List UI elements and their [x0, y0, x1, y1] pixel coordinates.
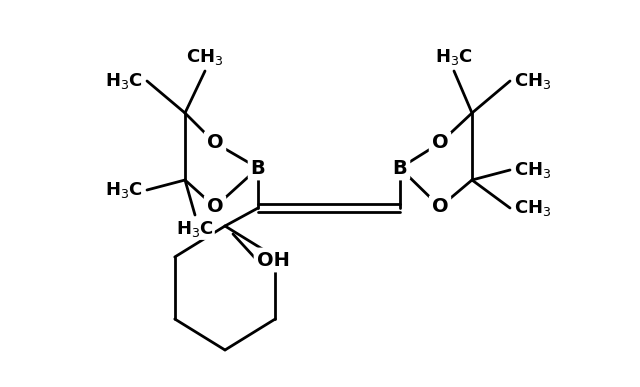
Text: CH$_3$: CH$_3$	[514, 198, 552, 218]
Text: O: O	[207, 134, 223, 152]
Text: B: B	[392, 159, 408, 178]
Text: B: B	[251, 159, 266, 178]
Text: H$_3$C: H$_3$C	[105, 180, 143, 200]
Text: H$_3$C: H$_3$C	[435, 47, 473, 67]
Text: H$_3$C: H$_3$C	[176, 219, 214, 239]
Text: O: O	[432, 197, 448, 216]
Text: CH$_3$: CH$_3$	[514, 160, 552, 180]
Text: OH: OH	[257, 250, 289, 269]
Text: CH$_3$: CH$_3$	[186, 47, 224, 67]
Text: H$_3$C: H$_3$C	[105, 71, 143, 91]
Text: O: O	[207, 197, 223, 216]
Text: CH$_3$: CH$_3$	[514, 71, 552, 91]
Text: O: O	[432, 134, 448, 152]
